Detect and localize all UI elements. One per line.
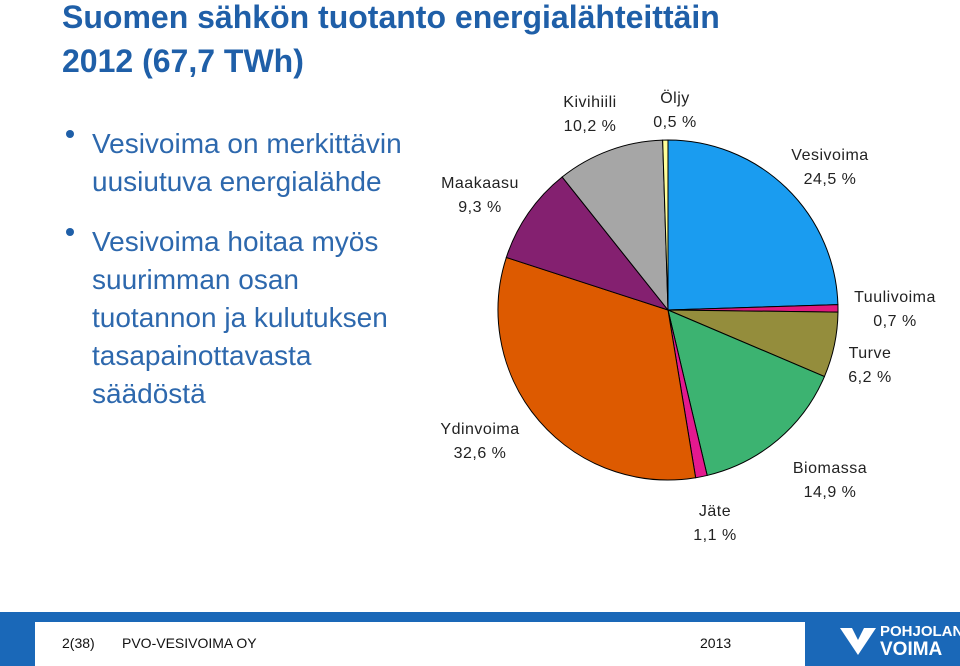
category-label: Tuulivoima: [854, 289, 936, 306]
footer-panel: [35, 622, 805, 666]
value-label: 14,9 %: [804, 484, 857, 501]
value-label: 24,5 %: [804, 171, 857, 188]
logo-icon: [840, 628, 876, 655]
category-label: Kivihiili: [563, 94, 616, 111]
pie-slice: [667, 139, 839, 311]
bullet-text: suurimman osan: [92, 264, 299, 295]
bullet-dot: [66, 228, 74, 236]
value-label: 32,6 %: [454, 445, 507, 462]
bullet-text: Vesivoima on merkittävin: [92, 128, 402, 159]
page-number: 2(38): [62, 635, 95, 651]
category-label: Maakaasu: [441, 175, 519, 192]
bullet-text: tasapainottavasta: [92, 340, 312, 371]
company: PVO-VESIVOIMA OY: [122, 635, 257, 651]
category-label: Jäte: [699, 503, 731, 520]
pie-slice: [497, 256, 697, 481]
bullet-text: säädöstä: [92, 378, 206, 409]
pie-slice: [561, 139, 669, 312]
bullet-text: Vesivoima hoitaa myös: [92, 226, 378, 257]
category-label: Turve: [849, 345, 892, 362]
bullets: Vesivoima on merkittävin uusiutuva energi…: [66, 128, 402, 409]
category-label: Vesivoima: [791, 147, 868, 164]
category-label: Öljy: [660, 89, 690, 107]
value-label: 6,2 %: [848, 369, 891, 386]
title-line: Suomen sähkön tuotanto energialähteittäi…: [62, 0, 720, 35]
year: 2013: [700, 635, 731, 651]
bullet-text: uusiutuva energialähde: [92, 166, 382, 197]
logo-text: POHJOLAN: [880, 623, 960, 640]
bullet-dot: [66, 130, 74, 138]
value-label: 9,3 %: [458, 199, 501, 216]
category-label: Biomassa: [793, 460, 867, 477]
bullet-text: tuotannon ja kulutuksen: [92, 302, 388, 333]
pie: Vesivoima 24,5 % Tuulivoima 0,7 % Turve 6,2 %…: [440, 89, 935, 544]
pie-slice: [505, 176, 670, 311]
pie-slice: [662, 139, 669, 311]
value-label: 0,5 %: [653, 114, 696, 131]
category-label: Ydinvoima: [440, 421, 519, 438]
logo-text: VOIMA: [880, 639, 943, 660]
pie-slice: [667, 309, 826, 477]
value-label: 0,7 %: [873, 313, 916, 330]
title-line: 2012 (67,7 TWh): [62, 43, 304, 79]
value-label: 1,1 %: [693, 527, 736, 544]
value-label: 10,2 %: [564, 118, 617, 135]
